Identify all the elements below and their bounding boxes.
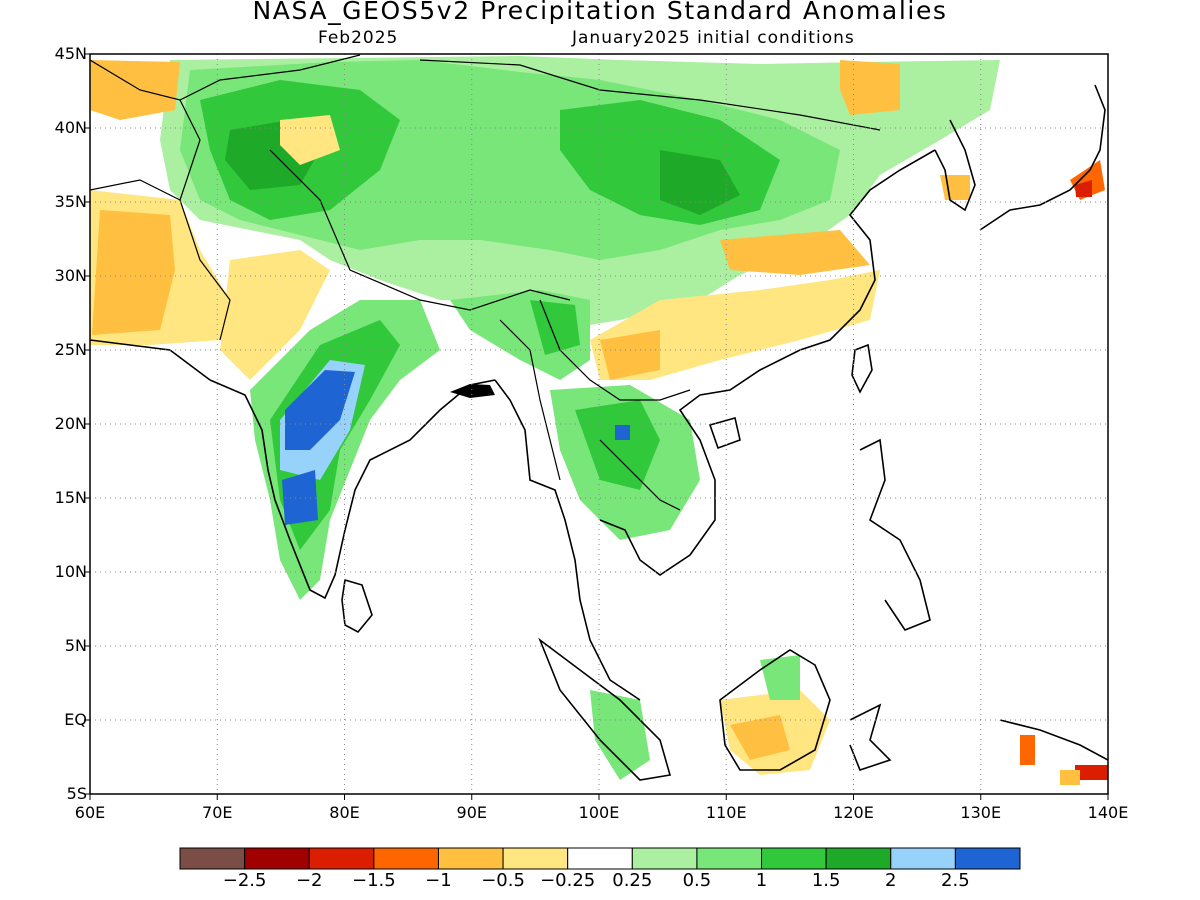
anomaly-field-minus-0.5 [600, 330, 660, 380]
colorbar-label: 0.25 [612, 870, 653, 891]
lon-label: 60E [74, 803, 106, 822]
colorbar-swatch [890, 847, 956, 870]
anomaly-field-minus-0p25 [220, 250, 330, 380]
coastlines [90, 54, 1108, 781]
lat-label: 10N [54, 562, 87, 581]
anomaly-field-0p5 [760, 655, 800, 700]
lat-label: 35N [54, 192, 87, 211]
anomaly-field-minus-0.5 [730, 715, 790, 760]
lat-label: 15N [54, 488, 87, 507]
colorbar-label: −2 [295, 870, 323, 891]
forecast-month: Feb2025 [318, 28, 399, 48]
colorbar-label: −1.5 [351, 870, 396, 891]
colorbar [179, 847, 1021, 870]
lon-label: 140E [1087, 803, 1129, 822]
map-title: NASA_GEOS5v2 Precipitation Standard Anom… [252, 0, 948, 25]
lon-label: 70E [202, 803, 233, 822]
colorbar-label: 1 [755, 870, 768, 891]
colorbar-label: 1.5 [811, 870, 841, 891]
anomaly-field-minus-1 [92, 210, 175, 335]
anomaly-field-minus-0.5 [720, 230, 870, 275]
ganges-delta [450, 384, 495, 398]
colorbar-swatch [631, 847, 698, 870]
lon-label: 130E [960, 803, 1002, 822]
axis-ticks [84, 53, 1109, 800]
colorbar-label: 2 [885, 870, 897, 891]
colorbar-swatch [437, 847, 504, 870]
lat-label: 5N [64, 636, 87, 655]
colorbar-swatch [308, 847, 375, 870]
colorbar-swatch [502, 847, 569, 870]
colorbar-swatch [373, 847, 439, 870]
lat-label: 20N [54, 414, 87, 433]
anomaly-field-1p5 [660, 150, 740, 215]
anomaly-field-minus-2 [1075, 765, 1108, 780]
anomaly-field-1 [575, 400, 660, 490]
colorbar-swatch [825, 847, 892, 870]
lat-label: 40N [54, 118, 87, 137]
anomaly-field-1 [530, 300, 580, 355]
lon-label: 120E [833, 803, 874, 822]
lat-label: 5S [66, 784, 87, 803]
lon-label: 80E [329, 803, 360, 822]
anomaly-field-minus-1 [1060, 770, 1080, 785]
lat-label: 45N [54, 44, 87, 63]
colorbar-label: −0.25 [540, 870, 596, 891]
colorbar-label: −2.5 [222, 870, 267, 891]
colorbar-label: −0.5 [481, 870, 525, 891]
anomaly-field-2p5 [285, 370, 355, 450]
colorbar-swatch [954, 847, 1021, 870]
lat-label: EQ [64, 710, 87, 729]
anomaly-field-minus-0p5 [840, 60, 900, 115]
colorbar-label: 2.5 [941, 870, 970, 891]
anomaly-field-2p5 [615, 425, 630, 440]
lon-label: 100E [578, 803, 620, 822]
anomaly-field-minus-0p5 [90, 60, 180, 120]
colorbar-label: 0.5 [682, 870, 712, 891]
colorbar-swatch [696, 847, 763, 870]
gridlines [90, 54, 1108, 794]
anomaly-field-0p5 [590, 690, 650, 780]
colorbar-swatch [567, 847, 633, 870]
anomaly-field-minus-1p5 [1020, 735, 1035, 765]
lat-label: 25N [54, 340, 87, 359]
initial-conditions: January2025 initial conditions [572, 28, 855, 48]
colorbar-swatch [244, 847, 310, 870]
colorbar-swatch [179, 847, 246, 870]
lon-label: 110E [705, 803, 747, 822]
colorbar-swatch [761, 847, 827, 870]
anomaly-fields [90, 56, 1108, 785]
anomaly-field-minus-0p25 [590, 270, 880, 380]
map-frame [89, 53, 1109, 795]
colorbar-label: −1 [425, 870, 452, 891]
anomaly-field-minus-2 [1075, 180, 1092, 197]
lon-label: 90E [456, 803, 487, 822]
lat-label: 30N [54, 266, 87, 285]
anomaly-field-minus-0.5 [940, 175, 970, 200]
